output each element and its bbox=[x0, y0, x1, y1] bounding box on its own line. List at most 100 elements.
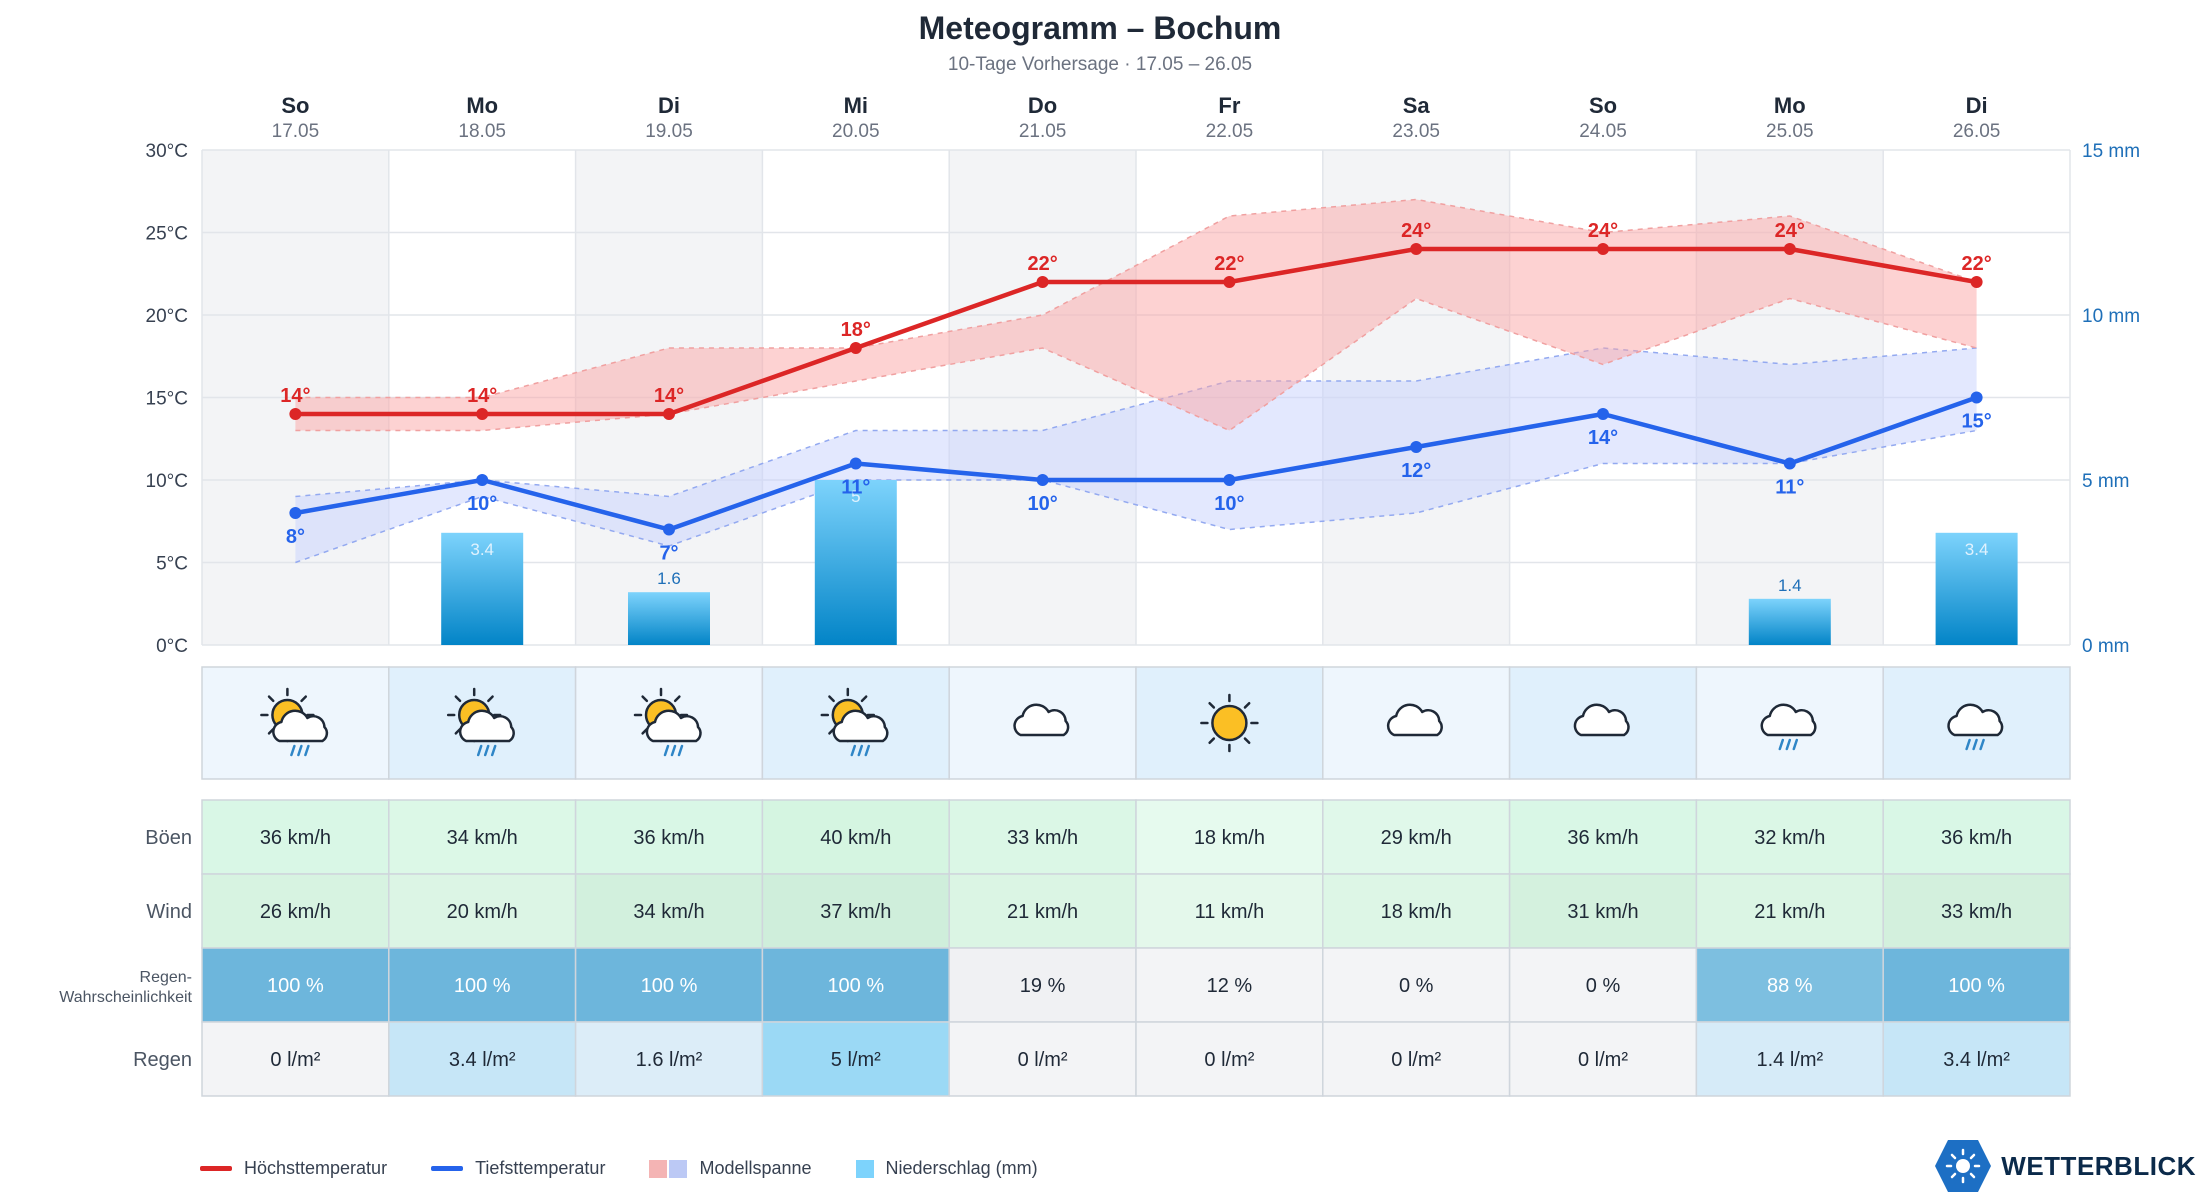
high-range-band bbox=[295, 199, 1977, 431]
precip-bar bbox=[441, 532, 524, 645]
table-cell bbox=[388, 873, 577, 949]
day-date: 23.05 bbox=[1392, 121, 1440, 142]
table-cell bbox=[201, 799, 390, 875]
table-cell-value: 18 km/h bbox=[1194, 827, 1265, 849]
table-cell bbox=[1322, 799, 1511, 875]
table-cell-value: 100 % bbox=[641, 975, 698, 997]
day-date: 21.05 bbox=[1019, 121, 1067, 142]
table-cell bbox=[388, 799, 577, 875]
high-temp-point bbox=[1410, 243, 1423, 255]
precip-label: 3.4 bbox=[470, 540, 494, 559]
table-cell bbox=[1135, 799, 1324, 875]
low-temp-point bbox=[1597, 408, 1609, 420]
brand-hexagon-icon bbox=[1935, 1140, 1992, 1192]
day-name: Sa bbox=[1403, 93, 1431, 118]
rain-drop bbox=[290, 744, 296, 757]
low-temp-point bbox=[849, 457, 862, 470]
table-cell-value: 11 km/h bbox=[1195, 901, 1265, 923]
high-temp-point bbox=[849, 342, 862, 354]
table-cell bbox=[1322, 873, 1511, 949]
day-name: Di bbox=[1966, 93, 1988, 118]
sun-ray bbox=[1243, 737, 1251, 745]
table-cell bbox=[388, 947, 577, 1023]
y-left-tick-label: 10°C bbox=[146, 471, 188, 492]
y-right-tick-label: 10 mm bbox=[2082, 306, 2140, 327]
table-cell-value: 29 km/h bbox=[1381, 827, 1452, 849]
y-left-tick-label: 0°C bbox=[156, 636, 188, 657]
legend-label-range: Modellspanne bbox=[699, 1158, 812, 1178]
table-cell-value: 0 l/m² bbox=[1391, 1049, 1441, 1071]
table-cell-value: 1.4 l/m² bbox=[1756, 1049, 1823, 1071]
rain-drop bbox=[490, 744, 497, 757]
precip-label: 3.4 bbox=[1965, 540, 1989, 559]
legend-label-high: Höchsttemperatur bbox=[244, 1158, 388, 1178]
rain-drop bbox=[297, 744, 303, 757]
day-name: So bbox=[1589, 93, 1617, 118]
rain-drop bbox=[476, 744, 483, 757]
icon-cell bbox=[1882, 666, 2071, 780]
sun-ray bbox=[641, 695, 649, 703]
table-cell-value: 33 km/h bbox=[1941, 901, 2012, 923]
y-right-tick-label: 0 mm bbox=[2082, 636, 2130, 657]
chart-subtitle: 10-Tage Vorhersage · 17.05 – 26.05 bbox=[947, 54, 1253, 75]
table-cell-value: 1.6 l/m² bbox=[636, 1049, 703, 1071]
low-temp-point bbox=[663, 523, 675, 536]
table-cell-value: 36 km/h bbox=[1567, 827, 1638, 849]
low-temp-point bbox=[1970, 391, 1983, 404]
rain-drop bbox=[663, 744, 670, 757]
y-left-tick-label: 30°C bbox=[146, 141, 188, 162]
rain-drop bbox=[677, 744, 684, 757]
y-left-tick-label: 25°C bbox=[146, 224, 188, 245]
rain-drop bbox=[483, 744, 490, 757]
high-temp-label: 22° bbox=[1961, 253, 1991, 275]
chart-title: Meteogramm – Bochum bbox=[918, 10, 1282, 46]
y-right-tick-label: 5 mm bbox=[2082, 471, 2130, 492]
table-cell bbox=[1135, 947, 1324, 1023]
table-cell-value: 88 % bbox=[1767, 975, 1813, 997]
sun-ray bbox=[267, 695, 275, 703]
rain-drop bbox=[670, 744, 677, 757]
precip-label: 5 bbox=[851, 487, 860, 506]
table-cell-value: 33 km/h bbox=[1007, 827, 1078, 849]
rain-drop bbox=[1979, 738, 1985, 751]
legend-label-low: Tiefsttemperatur bbox=[475, 1158, 606, 1178]
table-cell-value: 100 % bbox=[267, 975, 324, 997]
table-cell bbox=[1882, 1021, 2071, 1097]
table-cell bbox=[574, 947, 764, 1023]
cloud-shape bbox=[272, 709, 329, 743]
day-name: Do bbox=[1028, 93, 1057, 118]
rain-drop bbox=[1972, 738, 1978, 751]
high-temp-point bbox=[1970, 276, 1983, 288]
low-temp-label: 10° bbox=[1027, 493, 1057, 515]
table-cell bbox=[948, 1021, 1137, 1097]
high-temp-label: 24° bbox=[1775, 220, 1805, 242]
table-cell bbox=[574, 1021, 764, 1097]
rain-drop bbox=[864, 744, 871, 757]
table-cell bbox=[201, 873, 390, 949]
row-label: Wahrscheinlichkeit bbox=[59, 989, 192, 1006]
legend-label-precip: Niederschlag (mm) bbox=[885, 1158, 1038, 1178]
table-cell bbox=[948, 799, 1137, 875]
table-cell-value: 37 km/h bbox=[820, 901, 891, 923]
table-cell-value: 0 l/m² bbox=[270, 1049, 320, 1071]
row-label: Wind bbox=[146, 901, 192, 923]
high-temp-point bbox=[476, 408, 489, 420]
legend-swatch-high bbox=[200, 1166, 232, 1171]
low-range-band bbox=[295, 348, 1977, 563]
high-temp-label: 22° bbox=[1214, 253, 1244, 275]
table-cell-value: 100 % bbox=[454, 975, 511, 997]
table-cell-value: 32 km/h bbox=[1754, 827, 1825, 849]
sun-ray bbox=[454, 695, 462, 703]
high-range-band-lower bbox=[295, 297, 1977, 432]
legend-swatch-range bbox=[649, 1159, 688, 1178]
sun-ray bbox=[1243, 701, 1251, 709]
day-date: 20.05 bbox=[832, 121, 880, 142]
low-temp-point bbox=[1783, 457, 1796, 470]
low-temp-label: 10° bbox=[467, 493, 497, 515]
day-date: 22.05 bbox=[1206, 121, 1254, 142]
row-label: Regen- bbox=[140, 969, 192, 986]
precip-bar bbox=[628, 592, 710, 645]
table-cell bbox=[761, 799, 950, 875]
low-range-band-upper bbox=[295, 347, 1977, 498]
